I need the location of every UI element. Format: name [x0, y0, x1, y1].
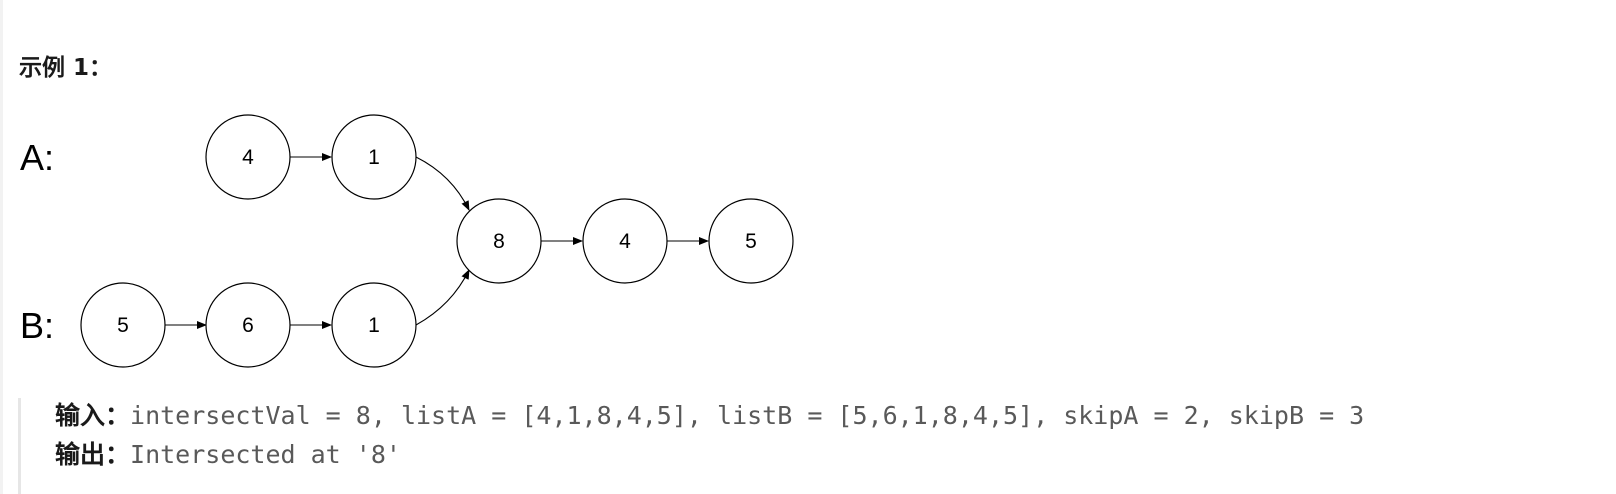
list-a-label: A:	[20, 137, 54, 178]
node-value: 5	[745, 230, 757, 253]
output-line: 输出：Intersected at '8'	[55, 437, 401, 473]
node-value: 1	[368, 314, 380, 337]
node-a-0: 4	[205, 114, 291, 200]
node-value: 4	[619, 230, 631, 253]
node-shared-2: 5	[708, 198, 794, 284]
edge-a1-c0	[415, 156, 470, 211]
node-b-2: 1	[331, 282, 417, 368]
node-value: 6	[242, 314, 254, 337]
node-value: 5	[117, 314, 129, 337]
output-key: 输出：	[55, 440, 131, 469]
node-b-1: 6	[205, 282, 291, 368]
node-value: 8	[493, 230, 505, 253]
edge-b2-c0	[415, 269, 470, 326]
list-b-label: B:	[20, 305, 54, 346]
node-a-1: 1	[331, 114, 417, 200]
input-value: intersectVal = 8, listA = [4,1,8,4,5], l…	[130, 401, 1365, 430]
node-shared-1: 4	[582, 198, 668, 284]
input-line: 输入：intersectVal = 8, listA = [4,1,8,4,5]…	[55, 398, 1364, 434]
output-value: Intersected at '8'	[130, 440, 401, 469]
example-io-block: 输入：intersectVal = 8, listA = [4,1,8,4,5]…	[18, 398, 1578, 494]
input-key: 输入：	[55, 401, 131, 430]
example-heading: 示例 1：	[19, 55, 113, 81]
edges	[165, 153, 709, 329]
node-value: 1	[368, 146, 380, 169]
node-value: 4	[242, 146, 254, 169]
node-b-0: 5	[80, 282, 166, 368]
node-shared-0: 8	[456, 198, 542, 284]
left-border	[0, 0, 3, 494]
linked-list-diagram: A: B: 4 1 5 6 1 8 4 5	[20, 114, 794, 368]
